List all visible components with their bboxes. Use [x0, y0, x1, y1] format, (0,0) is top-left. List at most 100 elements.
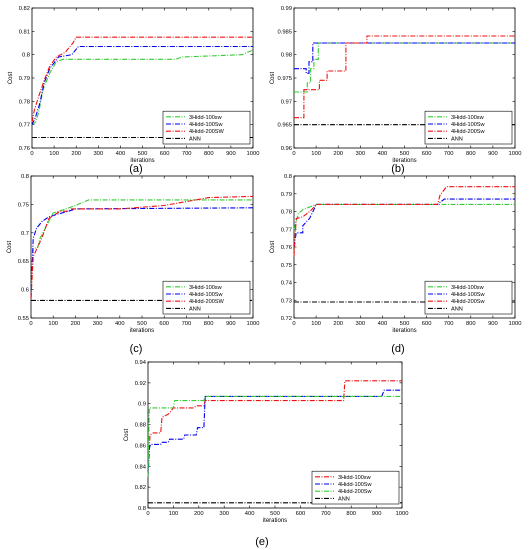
legend-entry: 4Hidd-200SW	[189, 299, 225, 305]
chart-4: 0 100 200 300 400 500 600 700 800 900 1000 0.72 0.73…	[270, 174, 521, 355]
y-axis-label: Cost	[7, 241, 13, 254]
x-tick-label: 1000	[396, 511, 409, 517]
x-tick-label: 500	[138, 151, 148, 157]
x-tick-label: 900	[488, 321, 498, 327]
series-line-3	[294, 35, 515, 119]
x-tick-label: 800	[204, 321, 214, 327]
x-tick-label: 500	[400, 151, 410, 157]
y-tick-label: 0.77	[19, 123, 30, 129]
x-tick-label: 200	[71, 151, 81, 157]
x-tick-label: 1000	[509, 151, 522, 157]
x-tick-label: 0	[146, 511, 149, 517]
x-tick-label: 400	[115, 321, 125, 327]
x-tick-label: 300	[93, 321, 103, 327]
x-tick-label: 700	[182, 321, 192, 327]
x-tick-label: 900	[372, 511, 382, 517]
y-tick-label: 0.79	[19, 76, 30, 82]
legend-entry: ANN	[451, 136, 463, 142]
legend-entry: 4Hidd-100Sw	[189, 122, 224, 128]
y-tick-label: 0.98	[281, 53, 292, 59]
y-tick-label: 0.8	[284, 174, 292, 180]
x-tick-label: 0	[292, 151, 295, 157]
y-tick-label: 0.92	[135, 381, 146, 387]
y-tick-label: 0.94	[135, 360, 147, 366]
series-line-1	[294, 42, 515, 93]
x-axis-label: iterations	[392, 328, 416, 334]
x-tick-label: 400	[116, 151, 126, 157]
x-tick-label: 500	[400, 321, 410, 327]
y-tick-label: 0.82	[19, 6, 30, 12]
legend-entry: 4Hidd-100Sw	[338, 482, 373, 488]
x-tick-label: 900	[226, 151, 236, 157]
x-tick-label: 300	[93, 151, 103, 157]
x-tick-label: 100	[311, 151, 321, 157]
x-tick-label: 600	[422, 151, 432, 157]
chart-caption: (b)	[391, 163, 404, 175]
y-tick-label: 0.81	[19, 29, 30, 35]
x-tick-label: 0	[292, 321, 295, 327]
x-tick-label: 200	[71, 321, 81, 327]
legend-entry: 4Hidd-100Sw	[189, 292, 224, 298]
x-tick-label: 700	[182, 151, 192, 157]
series-line-2	[294, 42, 515, 74]
legend-entry: 4Hidd-200Sw	[451, 129, 486, 135]
x-tick-label: 200	[333, 151, 343, 157]
x-tick-label: 800	[346, 511, 356, 517]
y-tick-label: 0.88	[135, 423, 146, 429]
series-line-1	[31, 49, 254, 126]
x-tick-label: 1000	[247, 321, 260, 327]
x-tick-label: 100	[48, 321, 58, 327]
x-axis-label: iterations	[263, 518, 287, 524]
legend-entry: 3Hidd-100sw	[451, 285, 485, 291]
x-tick-label: 300	[355, 321, 365, 327]
series-line-3	[293, 186, 515, 256]
y-tick-label: 0.9	[138, 402, 146, 408]
y-tick-label: 0.8	[22, 53, 30, 59]
chart-caption: (a)	[129, 163, 142, 175]
y-tick-label: 0.75	[18, 202, 29, 208]
series-line-2	[293, 198, 515, 248]
y-tick-label: 0.72	[281, 316, 292, 322]
x-tick-label: 600	[160, 151, 170, 157]
y-tick-label: 0.965	[277, 123, 292, 129]
x-tick-label: 300	[355, 151, 365, 157]
y-tick-label: 0.65	[18, 259, 29, 265]
series-line-2	[31, 45, 253, 125]
x-tick-label: 800	[466, 151, 476, 157]
x-tick-label: 200	[194, 511, 204, 517]
x-tick-label: 1000	[247, 151, 260, 157]
y-tick-label: 0.7	[21, 231, 29, 237]
x-tick-label: 300	[219, 511, 229, 517]
x-tick-label: 1000	[509, 321, 522, 327]
x-axis-label: iterations	[392, 158, 416, 164]
x-tick-label: 100	[49, 151, 59, 157]
y-tick-label: 0.82	[135, 485, 146, 491]
chart-5: 0 100 200 300 400 500 600 700 800 900 1000 0.8 0.82 0…	[124, 360, 408, 548]
legend-entry: ANN	[189, 306, 201, 312]
x-tick-label: 700	[321, 511, 331, 517]
x-tick-label: 0	[29, 321, 32, 327]
chart-caption: (d)	[391, 343, 404, 355]
x-tick-label: 500	[137, 321, 147, 327]
y-tick-label: 0.75	[281, 263, 292, 269]
legend-entry: 4Hidd-200SW	[189, 129, 225, 135]
y-axis-label: Cost	[270, 241, 276, 254]
y-tick-label: 0.96	[281, 146, 292, 152]
y-tick-label: 0.86	[135, 443, 146, 449]
y-axis-label: Cost	[8, 72, 14, 85]
chart-3: 0 100 200 300 400 500 600 700 800 900 1000 0.55 0.6 0…	[7, 174, 259, 355]
y-tick-label: 0.985	[277, 29, 292, 35]
x-tick-label: 500	[270, 511, 280, 517]
legend-entry: 4Hidd-200Sw	[338, 489, 373, 495]
y-axis-label: Cost	[270, 72, 276, 85]
y-tick-label: 0.6	[21, 288, 29, 294]
x-tick-label: 800	[466, 321, 476, 327]
y-tick-label: 0.97	[281, 99, 292, 105]
y-tick-label: 0.76	[19, 146, 30, 152]
x-tick-label: 100	[311, 321, 321, 327]
legend-entry: 4Hidd-100Sw	[451, 292, 486, 298]
